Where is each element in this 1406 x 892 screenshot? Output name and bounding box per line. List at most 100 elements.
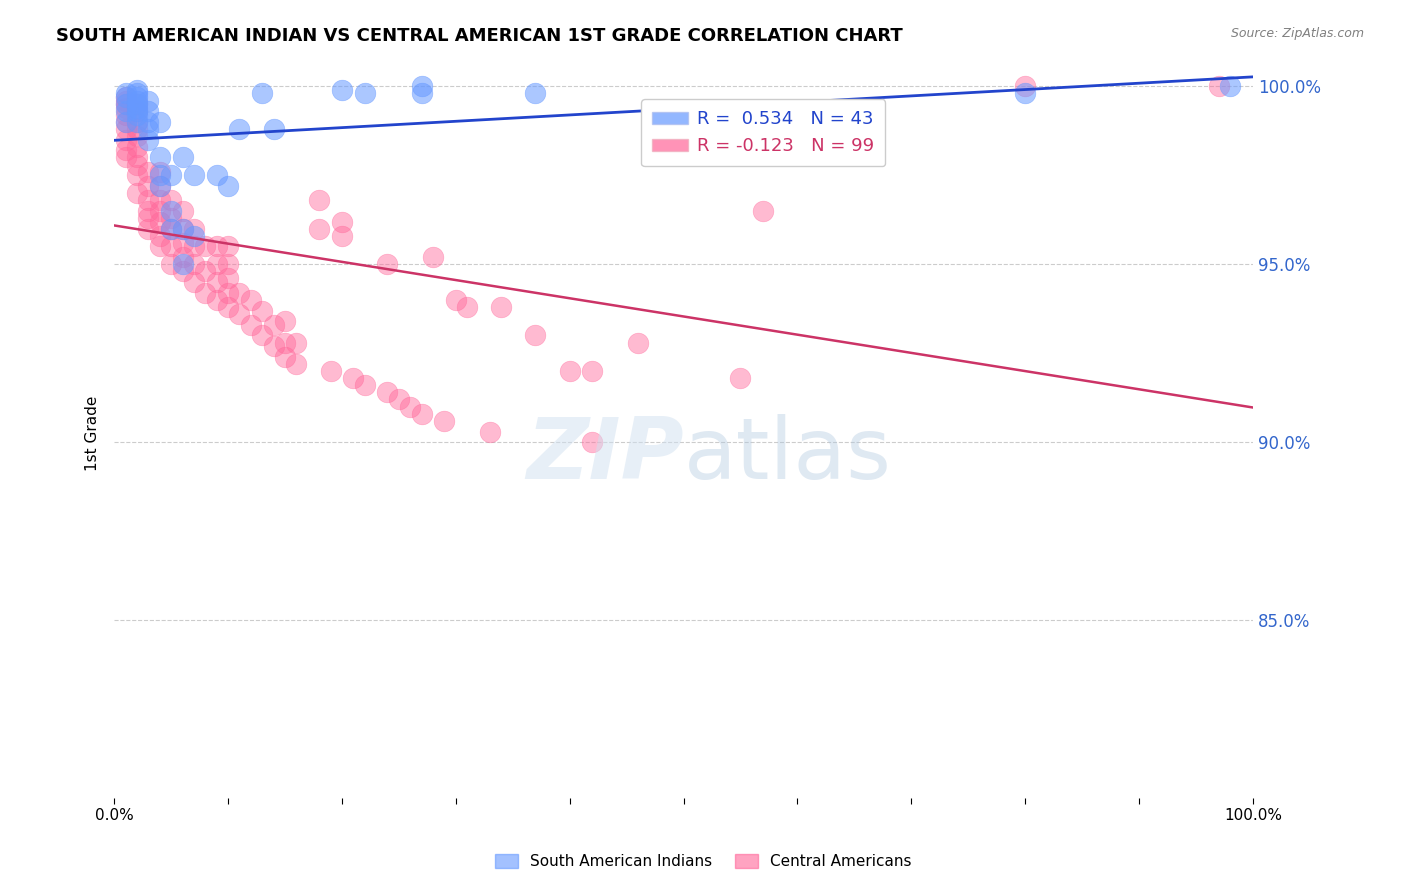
- Point: [125, 151, 148, 165]
- Point: [138, 133, 160, 147]
- Text: ZIP: ZIP: [526, 414, 683, 497]
- Point: [183, 221, 205, 235]
- Point: [581, 364, 603, 378]
- Y-axis label: 1st Grade: 1st Grade: [86, 396, 100, 471]
- Point: [456, 300, 478, 314]
- Point: [172, 221, 194, 235]
- Point: [239, 293, 262, 307]
- Point: [125, 97, 148, 112]
- Point: [285, 357, 308, 371]
- Point: [183, 239, 205, 253]
- Point: [183, 228, 205, 243]
- Point: [353, 87, 375, 101]
- Point: [149, 203, 172, 218]
- Point: [149, 151, 172, 165]
- Point: [160, 193, 183, 207]
- Point: [125, 169, 148, 183]
- Point: [114, 97, 136, 112]
- Point: [274, 350, 297, 364]
- Point: [172, 250, 194, 264]
- Point: [114, 90, 136, 104]
- Point: [138, 122, 160, 136]
- Point: [285, 335, 308, 350]
- Text: SOUTH AMERICAN INDIAN VS CENTRAL AMERICAN 1ST GRADE CORRELATION CHART: SOUTH AMERICAN INDIAN VS CENTRAL AMERICA…: [56, 27, 903, 45]
- Point: [377, 257, 399, 271]
- Text: atlas: atlas: [683, 414, 891, 497]
- Point: [205, 239, 228, 253]
- Point: [138, 203, 160, 218]
- Point: [125, 129, 148, 144]
- Point: [160, 221, 183, 235]
- Point: [205, 169, 228, 183]
- Point: [1208, 79, 1230, 94]
- Point: [274, 335, 297, 350]
- Point: [342, 371, 364, 385]
- Point: [114, 122, 136, 136]
- Point: [228, 285, 250, 300]
- Point: [114, 115, 136, 129]
- Point: [114, 108, 136, 122]
- Point: [160, 221, 183, 235]
- Point: [752, 203, 775, 218]
- Point: [125, 104, 148, 119]
- Point: [149, 165, 172, 179]
- Point: [172, 257, 194, 271]
- Point: [114, 104, 136, 119]
- Point: [125, 140, 148, 154]
- Point: [194, 264, 217, 278]
- Point: [172, 221, 194, 235]
- Point: [183, 169, 205, 183]
- Point: [183, 275, 205, 289]
- Point: [433, 414, 456, 428]
- Text: Source: ZipAtlas.com: Source: ZipAtlas.com: [1230, 27, 1364, 40]
- Point: [411, 87, 433, 101]
- Legend: South American Indians, Central Americans: South American Indians, Central American…: [488, 848, 918, 875]
- Point: [114, 90, 136, 104]
- Point: [172, 203, 194, 218]
- Point: [239, 318, 262, 332]
- Point: [138, 115, 160, 129]
- Point: [194, 239, 217, 253]
- Point: [228, 122, 250, 136]
- Point: [149, 178, 172, 193]
- Point: [160, 169, 183, 183]
- Point: [160, 211, 183, 225]
- Point: [274, 314, 297, 328]
- Point: [627, 335, 650, 350]
- Point: [217, 271, 239, 285]
- Point: [308, 193, 330, 207]
- Point: [114, 133, 136, 147]
- Point: [149, 115, 172, 129]
- Point: [1014, 79, 1036, 94]
- Point: [263, 339, 285, 353]
- Point: [125, 97, 148, 112]
- Point: [125, 186, 148, 200]
- Point: [138, 165, 160, 179]
- Point: [411, 407, 433, 421]
- Point: [160, 257, 183, 271]
- Point: [172, 235, 194, 250]
- Point: [377, 385, 399, 400]
- Point: [114, 94, 136, 108]
- Point: [138, 221, 160, 235]
- Point: [194, 285, 217, 300]
- Point: [330, 228, 353, 243]
- Point: [160, 239, 183, 253]
- Point: [263, 122, 285, 136]
- Point: [172, 264, 194, 278]
- Point: [730, 371, 752, 385]
- Point: [217, 178, 239, 193]
- Point: [125, 122, 148, 136]
- Point: [330, 214, 353, 228]
- Point: [183, 257, 205, 271]
- Point: [1014, 87, 1036, 101]
- Point: [125, 108, 148, 122]
- Point: [217, 285, 239, 300]
- Point: [250, 87, 273, 101]
- Point: [491, 300, 513, 314]
- Point: [524, 328, 547, 343]
- Point: [114, 101, 136, 115]
- Point: [125, 115, 148, 129]
- Point: [217, 300, 239, 314]
- Point: [581, 435, 603, 450]
